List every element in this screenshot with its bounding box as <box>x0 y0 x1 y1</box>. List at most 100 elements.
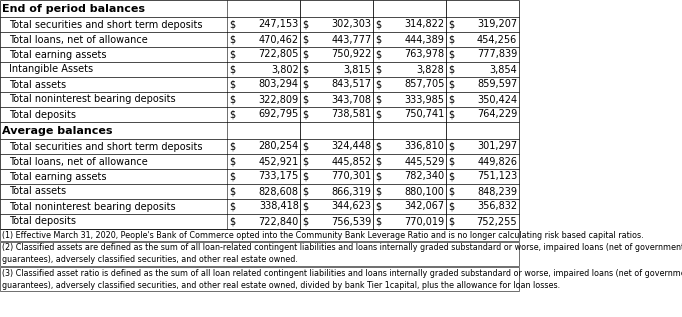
Text: 880,100: 880,100 <box>404 186 445 197</box>
Text: 3,828: 3,828 <box>417 64 445 74</box>
Text: 336,810: 336,810 <box>404 141 445 152</box>
Text: $: $ <box>448 80 454 89</box>
Text: 3,854: 3,854 <box>490 64 517 74</box>
Text: $: $ <box>303 80 309 89</box>
Text: $: $ <box>375 35 381 44</box>
Text: $: $ <box>230 171 236 182</box>
Text: 301,297: 301,297 <box>477 141 517 152</box>
Text: 777,839: 777,839 <box>477 49 517 60</box>
Text: 338,418: 338,418 <box>259 202 299 211</box>
Text: $: $ <box>375 171 381 182</box>
Text: $: $ <box>375 157 381 166</box>
Text: 302,303: 302,303 <box>331 20 372 29</box>
Text: $: $ <box>375 109 381 120</box>
Text: $: $ <box>230 217 236 227</box>
Text: 452,921: 452,921 <box>258 157 299 166</box>
Text: Total earning assets: Total earning assets <box>9 171 106 182</box>
Text: $: $ <box>448 217 454 227</box>
Text: guarantees), adversely classified securities, and other real estate owned.: guarantees), adversely classified securi… <box>1 256 297 264</box>
Text: 247,153: 247,153 <box>258 20 299 29</box>
Text: $: $ <box>230 94 236 105</box>
Text: 733,175: 733,175 <box>258 171 299 182</box>
Text: $: $ <box>375 141 381 152</box>
Text: $: $ <box>375 49 381 60</box>
Text: 314,822: 314,822 <box>404 20 445 29</box>
Text: $: $ <box>448 141 454 152</box>
Text: 866,319: 866,319 <box>331 186 372 197</box>
Text: 445,529: 445,529 <box>404 157 445 166</box>
Text: $: $ <box>375 20 381 29</box>
Text: 756,539: 756,539 <box>331 217 372 227</box>
Text: $: $ <box>448 94 454 105</box>
Text: $: $ <box>303 217 309 227</box>
Text: 828,608: 828,608 <box>258 186 299 197</box>
Text: $: $ <box>303 49 309 60</box>
Text: $: $ <box>303 141 309 152</box>
Text: 3,815: 3,815 <box>344 64 372 74</box>
Text: 770,019: 770,019 <box>404 217 445 227</box>
Text: $: $ <box>303 109 309 120</box>
Text: Total securities and short term deposits: Total securities and short term deposits <box>9 20 203 29</box>
Text: (1) Effective March 31, 2020, People's Bank of Commerce opted into the Community: (1) Effective March 31, 2020, People's B… <box>1 230 643 240</box>
Text: $: $ <box>375 217 381 227</box>
Text: 859,597: 859,597 <box>477 80 517 89</box>
Text: $: $ <box>230 64 236 74</box>
Text: Average balances: Average balances <box>1 126 112 135</box>
Text: 444,389: 444,389 <box>404 35 445 44</box>
Text: $: $ <box>303 157 309 166</box>
Text: 843,517: 843,517 <box>331 80 372 89</box>
Text: $: $ <box>375 94 381 105</box>
Text: 322,809: 322,809 <box>258 94 299 105</box>
Text: $: $ <box>303 202 309 211</box>
Text: Total assets: Total assets <box>9 80 66 89</box>
Text: $: $ <box>448 157 454 166</box>
Text: Total loans, net of allowance: Total loans, net of allowance <box>9 35 148 44</box>
Text: $: $ <box>448 186 454 197</box>
Text: $: $ <box>303 94 309 105</box>
Text: 803,294: 803,294 <box>258 80 299 89</box>
Text: $: $ <box>448 35 454 44</box>
Text: 751,123: 751,123 <box>477 171 517 182</box>
Text: 3,802: 3,802 <box>271 64 299 74</box>
Text: $: $ <box>375 186 381 197</box>
Text: $: $ <box>375 80 381 89</box>
Text: (2) Classified assets are defined as the sum of all loan-related contingent liab: (2) Classified assets are defined as the… <box>1 243 682 253</box>
Text: $: $ <box>448 202 454 211</box>
Text: Total securities and short term deposits: Total securities and short term deposits <box>9 141 203 152</box>
Text: $: $ <box>230 157 236 166</box>
Text: $: $ <box>230 49 236 60</box>
Text: $: $ <box>230 80 236 89</box>
Text: 750,741: 750,741 <box>404 109 445 120</box>
Text: $: $ <box>230 35 236 44</box>
Text: 356,832: 356,832 <box>477 202 517 211</box>
Text: 764,229: 764,229 <box>477 109 517 120</box>
Text: $: $ <box>230 109 236 120</box>
Text: 342,067: 342,067 <box>404 202 445 211</box>
Text: 350,424: 350,424 <box>477 94 517 105</box>
Text: $: $ <box>303 64 309 74</box>
Text: 449,826: 449,826 <box>477 157 517 166</box>
Text: $: $ <box>303 171 309 182</box>
Text: 857,705: 857,705 <box>404 80 445 89</box>
Text: Total loans, net of allowance: Total loans, net of allowance <box>9 157 148 166</box>
Text: Total assets: Total assets <box>9 186 66 197</box>
Text: 470,462: 470,462 <box>258 35 299 44</box>
Text: Intangible Assets: Intangible Assets <box>9 64 93 74</box>
Text: (3) Classified asset ratio is defined as the sum of all loan related contingent : (3) Classified asset ratio is defined as… <box>1 268 682 277</box>
Text: Total noninterest bearing deposits: Total noninterest bearing deposits <box>9 94 176 105</box>
Text: 443,777: 443,777 <box>331 35 372 44</box>
Text: 782,340: 782,340 <box>404 171 445 182</box>
Text: $: $ <box>303 20 309 29</box>
Text: Total deposits: Total deposits <box>9 109 76 120</box>
Text: 752,255: 752,255 <box>477 217 517 227</box>
Text: $: $ <box>230 20 236 29</box>
Text: 324,448: 324,448 <box>331 141 372 152</box>
Text: Total earning assets: Total earning assets <box>9 49 106 60</box>
Text: 763,978: 763,978 <box>404 49 445 60</box>
Text: $: $ <box>448 109 454 120</box>
Text: $: $ <box>230 202 236 211</box>
Text: 319,207: 319,207 <box>477 20 517 29</box>
Text: 848,239: 848,239 <box>477 186 517 197</box>
Text: 454,256: 454,256 <box>477 35 517 44</box>
Text: 343,708: 343,708 <box>331 94 372 105</box>
